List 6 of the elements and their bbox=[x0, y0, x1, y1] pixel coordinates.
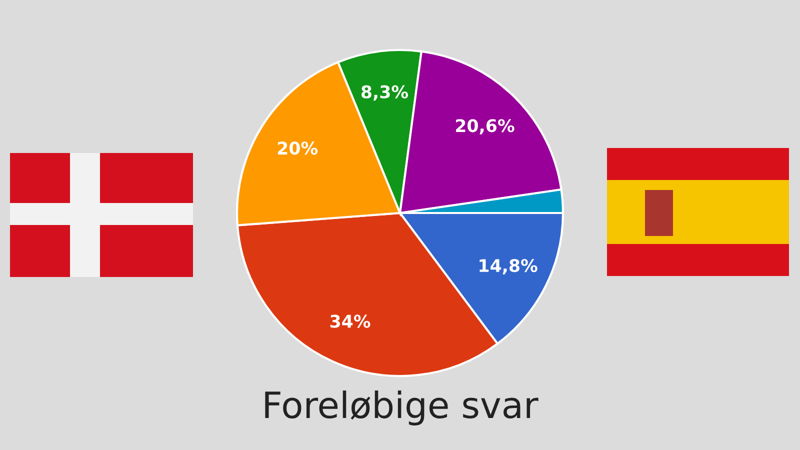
data-label: 14,8% bbox=[480, 258, 538, 274]
data-label: 34% bbox=[330, 314, 370, 328]
text: Foreløbige svar bbox=[265, 390, 538, 426]
data-label: 20,6% bbox=[456, 119, 514, 134]
data-label: 20% bbox=[278, 142, 318, 155]
data-label: 8,3% bbox=[361, 85, 408, 101]
